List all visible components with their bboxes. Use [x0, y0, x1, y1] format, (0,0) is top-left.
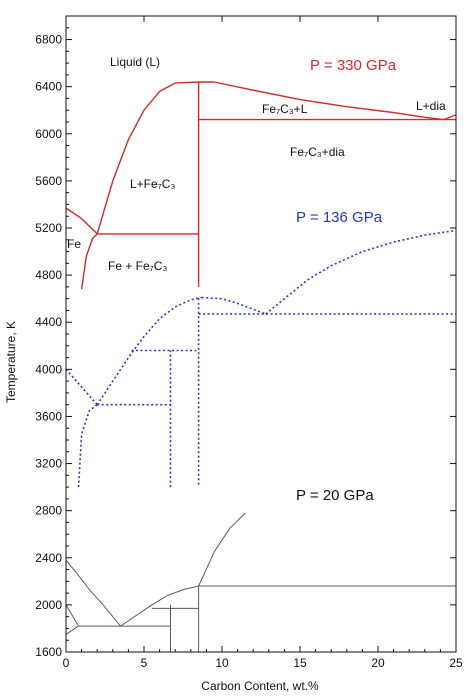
y-tick-label: 3600 [35, 409, 62, 423]
phase-boundary-p136 [96, 296, 202, 406]
y-tick-label: 5600 [35, 174, 62, 188]
y-tick-label: 6000 [35, 127, 62, 141]
phase-boundary-p20 [65, 559, 121, 627]
series-p330 [65, 81, 457, 290]
label-fe7c3-l: Fe₇C₃+L [262, 102, 308, 116]
y-tick-label: 2800 [35, 504, 62, 518]
x-tick-label: 0 [63, 656, 70, 670]
label-l-dia: L+dia [416, 99, 446, 113]
y-tick-label: 3200 [35, 457, 62, 471]
y-tick-label: 2000 [35, 598, 62, 612]
y-tick-label: 4800 [35, 268, 62, 282]
phase-boundary-p330 [65, 207, 98, 235]
y-tick-label: 4400 [35, 315, 62, 329]
label-liquid: Liquid (L) [110, 55, 160, 69]
phase-boundary-p20 [65, 604, 79, 635]
x-tick-label: 5 [141, 656, 148, 670]
label-fe-fe7c3: Fe + Fe₇C₃ [108, 259, 167, 273]
label-p136: P = 136 GPa [296, 209, 383, 226]
phase-boundary-p330 [96, 81, 215, 235]
phase-boundary-p136 [65, 368, 98, 406]
phase-boundary-p20 [120, 585, 199, 627]
label-fe: Fe [67, 237, 81, 251]
x-tick-label: 25 [449, 656, 463, 670]
phase-boundary-p20 [198, 512, 246, 587]
y-tick-label: 6800 [35, 33, 62, 47]
series-p20 [65, 512, 456, 652]
y-tick-label: 5200 [35, 221, 62, 235]
phase-boundary-p136 [201, 296, 266, 315]
y-tick-label: 4000 [35, 362, 62, 376]
y-axis-title: Temperature, K [4, 321, 18, 403]
y-tick-label: 2400 [35, 551, 62, 565]
y-tick-label: 6400 [35, 80, 62, 94]
label-fe7c3-dia: Fe₇C₃+dia [290, 145, 345, 159]
label-p330: P = 330 GPa [310, 57, 397, 74]
label-l-fe7c3: L+Fe₇C₃ [130, 177, 175, 191]
x-tick-label: 10 [215, 656, 229, 670]
x-tick-label: 15 [293, 656, 307, 670]
label-p20: P = 20 GPa [296, 487, 374, 504]
series-p136 [65, 229, 457, 488]
phase-boundary-p136 [77, 404, 98, 488]
x-axis-title: Carbon Content, wt.% [201, 679, 319, 693]
phase-boundary-p330 [80, 233, 98, 290]
phase-boundary-p136 [265, 229, 457, 315]
x-tick-label: 20 [371, 656, 385, 670]
y-tick-label: 1600 [35, 645, 62, 659]
ticks-layer: 0 5 10 15 20 25 1600 2000 2400 2800 3200 3600 4000 44… [35, 15, 463, 670]
plot-frame [65, 15, 457, 653]
series-layer [65, 81, 457, 652]
